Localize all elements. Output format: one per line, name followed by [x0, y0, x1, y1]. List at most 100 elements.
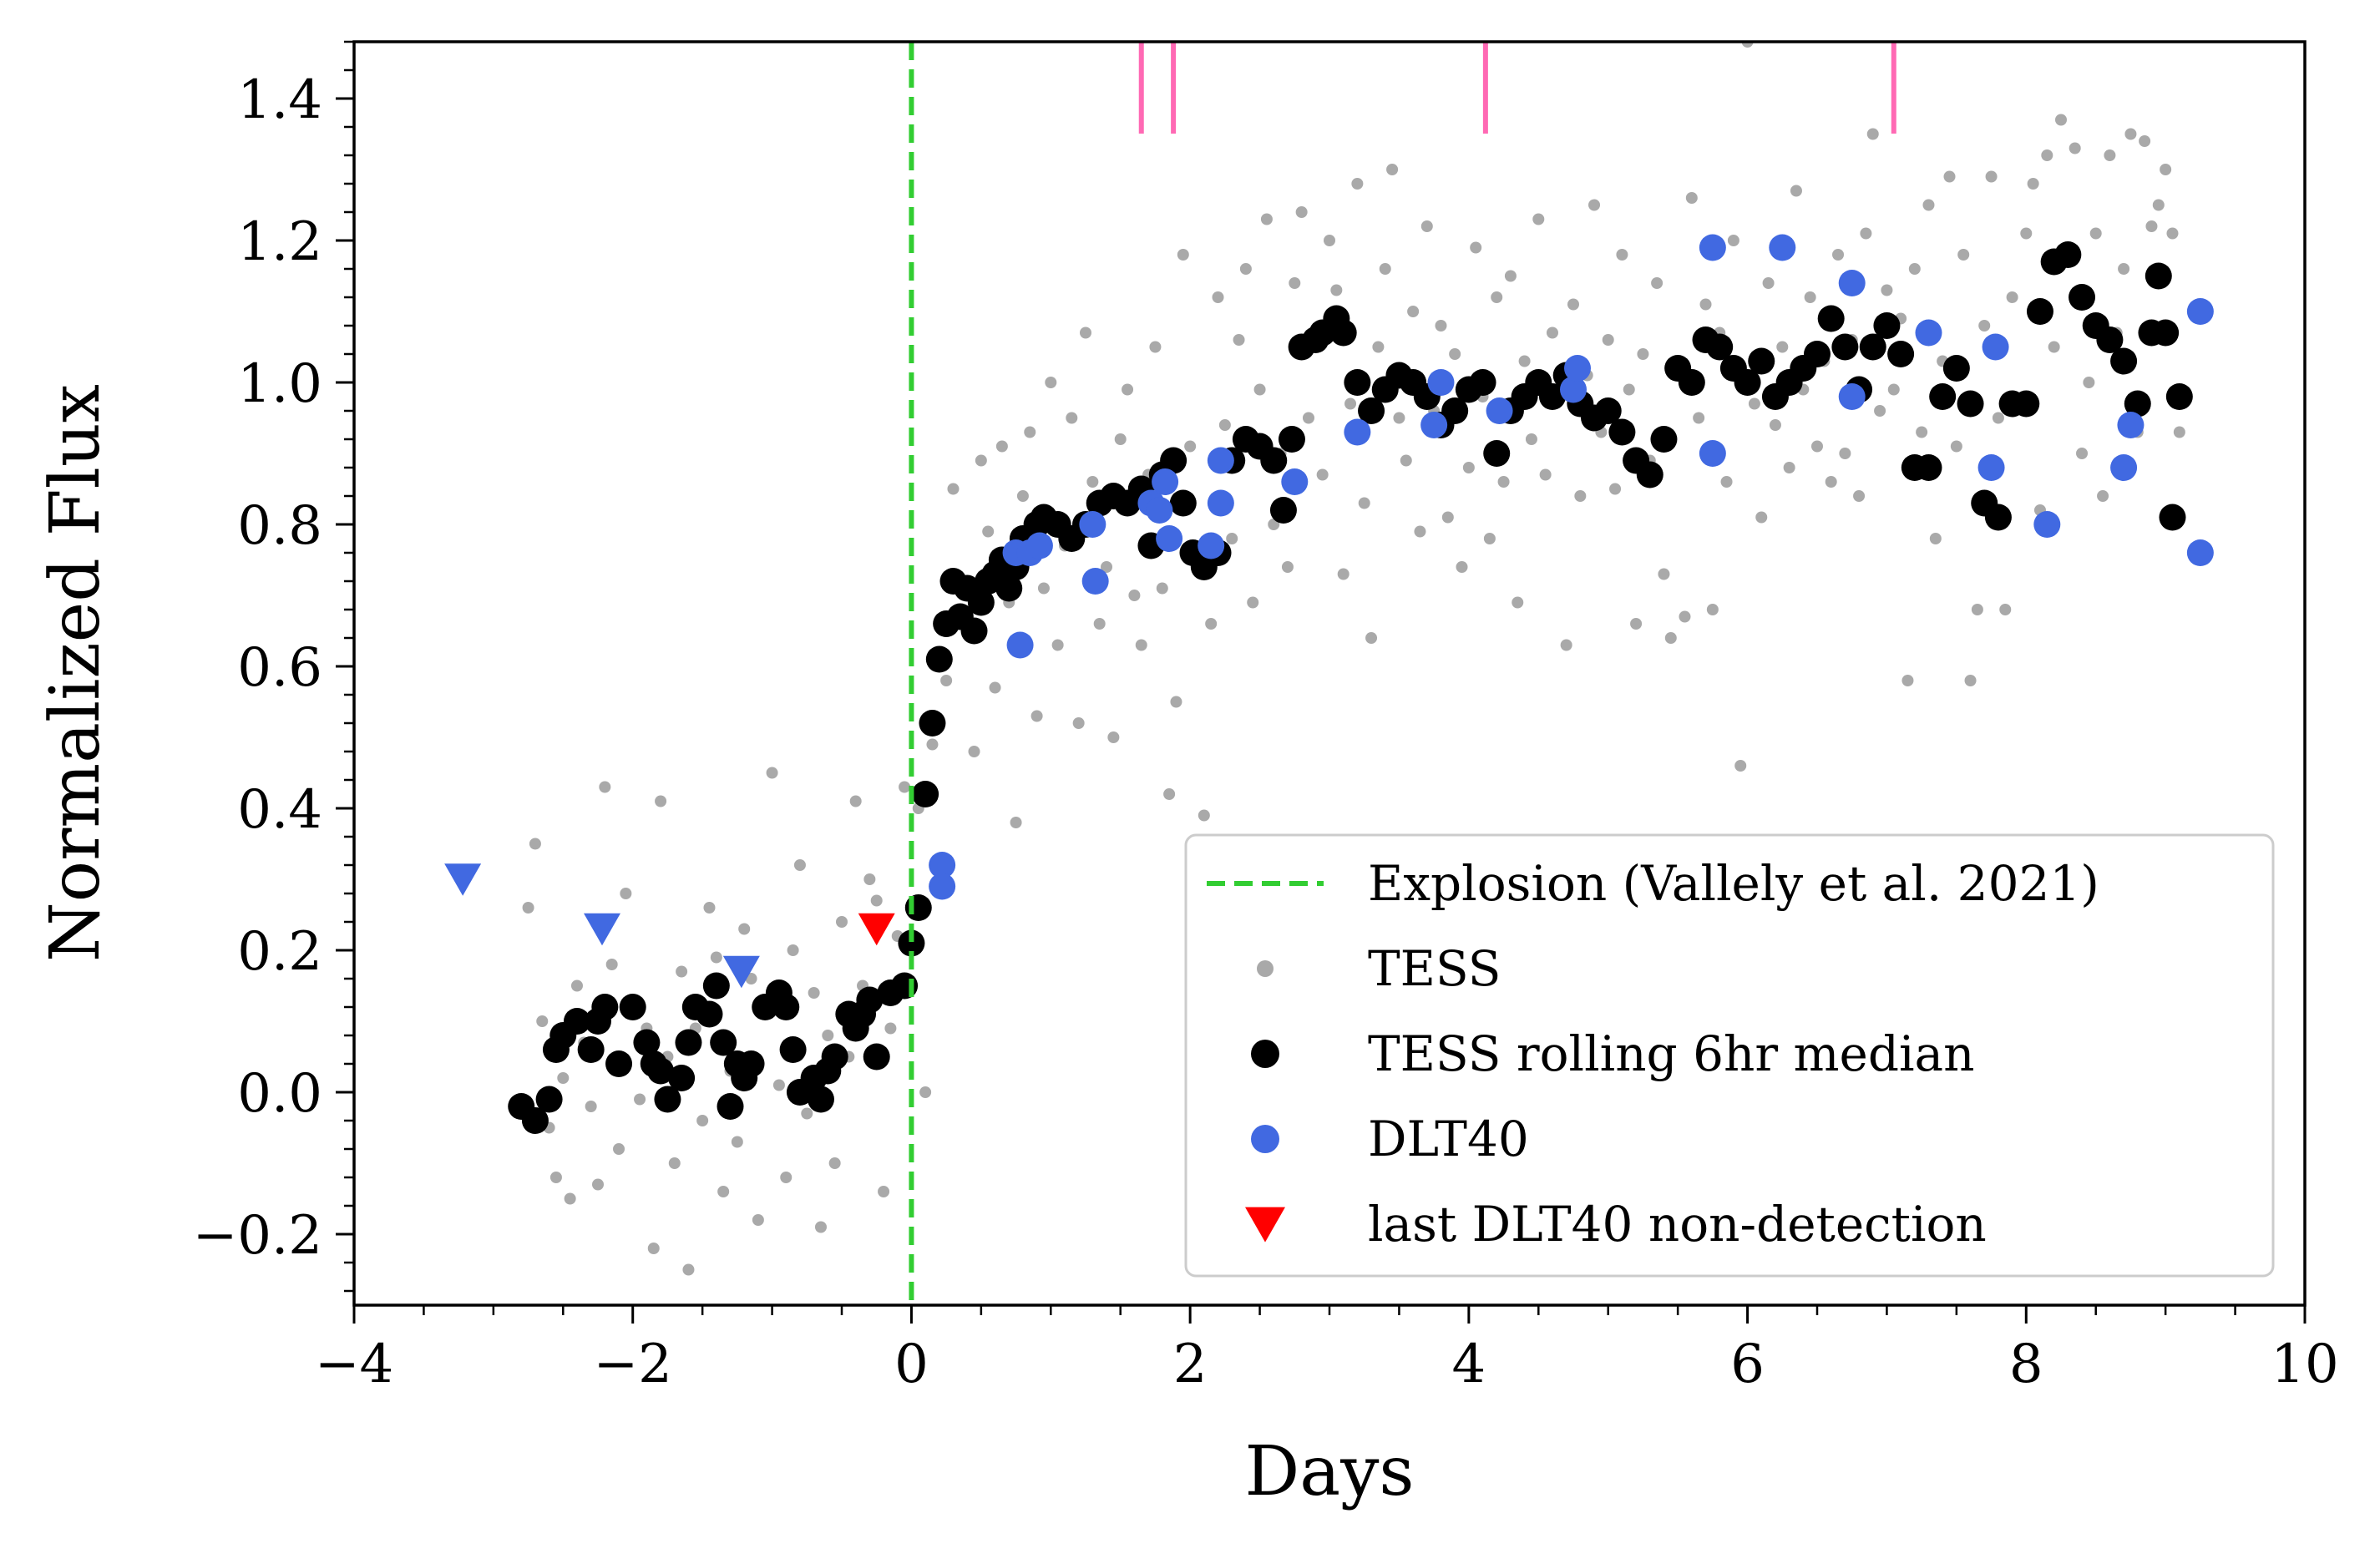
dlt40-point [1977, 454, 2005, 481]
tess-point [1414, 525, 1426, 538]
axes: −4 −2 0 2 4 6 8 10 −0.2 0.0 0.2 0.4 0.6 0.8 1.0 1.2 1.4 [193, 40, 2339, 1395]
tess-rolling-6hr-median-point [912, 781, 939, 807]
tess-point [717, 1186, 730, 1197]
tess-rolling-6hr-median-point [1873, 312, 1901, 339]
tess-point [828, 1157, 841, 1169]
tess-point [899, 781, 911, 793]
tess-point [1999, 604, 2012, 615]
tess-point [1393, 412, 1405, 424]
tess-rolling-6hr-median-point [1441, 397, 1469, 424]
tess-point [1874, 405, 1886, 417]
tess-rolling-6hr-median-point [1748, 347, 1775, 375]
tess-rolling-6hr-median-point [2145, 262, 2172, 290]
tess-point [1072, 717, 1085, 729]
tess-point [2124, 128, 2137, 140]
tess-point [1086, 476, 1099, 488]
tess-point [1483, 533, 1496, 544]
tess-rolling-6hr-median-point [737, 1050, 765, 1077]
legend-swatch-dlt40 [1251, 1125, 1279, 1153]
tess-point [1734, 760, 1747, 772]
legend-swatch-last-dlt40-non-detection [1245, 1207, 1285, 1243]
tess-point [592, 1178, 604, 1191]
legend-label-tess: TESS [1368, 940, 1501, 997]
tess-point [1693, 412, 1705, 424]
tess-point [1184, 440, 1197, 453]
tess-point [1637, 348, 1649, 360]
tess-point [2055, 114, 2067, 126]
dlt40-point [1427, 369, 1455, 396]
tess-point [1546, 326, 1558, 339]
tess-point [2166, 227, 2179, 240]
tess-point [613, 1143, 625, 1155]
tess-point [1887, 383, 1900, 396]
x-tick-label: −4 [315, 1334, 393, 1395]
tess-point [1866, 128, 1879, 140]
dlt40-point [1982, 333, 2009, 361]
tess-point [968, 746, 980, 757]
tess-point [1316, 468, 1329, 481]
tess-point [1762, 277, 1775, 289]
tess-point [884, 1022, 897, 1035]
tess-point [1170, 696, 1182, 708]
tess-point [1908, 263, 1921, 275]
tess-point [1720, 476, 1733, 488]
dlt40-upper-limits-marker [722, 955, 760, 989]
tess-point [849, 795, 862, 807]
tess-point [1971, 604, 1983, 615]
tess-rolling-6hr-median-point [1831, 333, 1859, 361]
tess-rolling-6hr-median-point [1469, 369, 1496, 396]
tess-point [676, 965, 688, 978]
tess-point [995, 440, 1008, 453]
tess-point [1853, 490, 1866, 502]
tess-point [1212, 291, 1224, 303]
dlt40-upper-limits-marker [584, 913, 621, 946]
tess-point [1658, 568, 1670, 580]
tess-rolling-6hr-median-point [2152, 319, 2180, 347]
tess-point [1748, 397, 1760, 410]
tess-point [1456, 561, 1468, 573]
tess-point [1560, 639, 1572, 651]
tess-point [766, 767, 778, 779]
x-tick-label: 8 [2009, 1334, 2043, 1395]
tess-point [1051, 639, 1064, 651]
tess-point [1574, 490, 1587, 502]
legend-label-last-dlt40-non-detection: last DLT40 non-detection [1368, 1196, 1987, 1253]
tess-rolling-6hr-median-point [1942, 355, 1970, 382]
tess-point [1163, 788, 1176, 800]
tess-rolling-6hr-median-point [821, 1043, 848, 1071]
tess-point [1630, 618, 1643, 630]
tess-point [1372, 341, 1385, 353]
x-tick-label: 10 [2271, 1334, 2338, 1395]
tess-point [1205, 618, 1218, 630]
tess-rolling-6hr-median-point [633, 1029, 661, 1056]
tess-rolling-6hr-median-point [717, 1093, 744, 1120]
y-tick-label: 0.4 [237, 779, 322, 841]
tess-point [1518, 355, 1531, 367]
tess-rolling-6hr-median-point [696, 1000, 723, 1028]
dlt40-point [1344, 418, 1371, 446]
tess-point [2104, 149, 2116, 161]
last-dlt40-non-detection-marker [858, 913, 895, 946]
tess-point [2076, 448, 2089, 459]
tess-point [1685, 192, 1698, 204]
tess-point [1978, 320, 1991, 332]
tess-point [647, 1243, 660, 1254]
tess-point [1233, 334, 1245, 346]
legend: Explosion (Vallely et al. 2021) TESS TESS … [1184, 833, 2275, 1278]
dlt40-point [2186, 298, 2214, 325]
tess-rolling-6hr-median-point [772, 994, 800, 1020]
plot-points [444, 42, 2214, 1276]
tess-point [1539, 468, 1552, 481]
x-axis-label: Days [1244, 1432, 1414, 1511]
tess-point [989, 681, 1001, 694]
tess-rolling-6hr-median-point [1483, 440, 1511, 467]
tess-point [975, 454, 987, 467]
dlt40-point [1207, 489, 1234, 517]
tess-rolling-6hr-median-point [1160, 447, 1187, 474]
dlt40-point [1769, 234, 1796, 261]
tess-point [1226, 533, 1238, 544]
tess-point [1491, 291, 1503, 303]
tess-point [1010, 817, 1022, 828]
tess-point [1101, 561, 1113, 573]
